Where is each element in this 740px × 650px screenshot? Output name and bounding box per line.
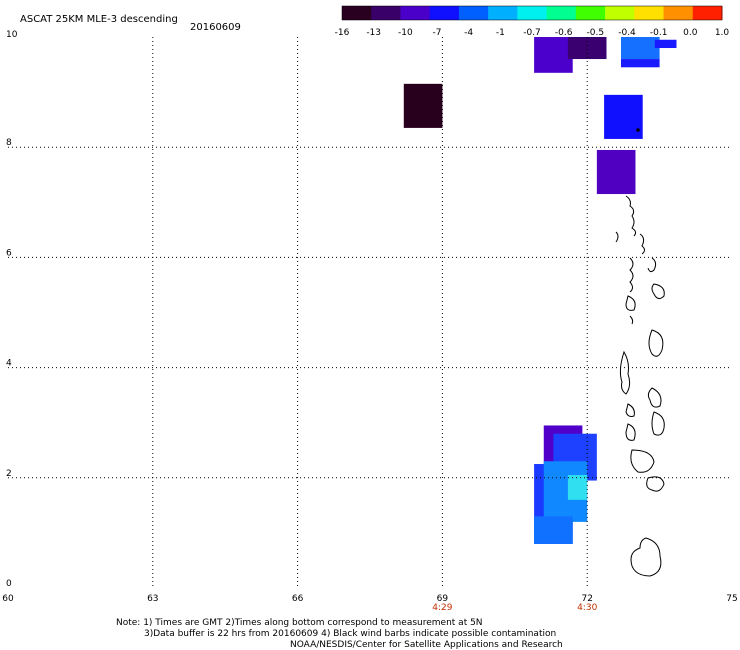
x-tick-label: 69	[437, 594, 449, 604]
x-tick-label: 72	[581, 594, 592, 604]
y-tick-label: 4	[6, 359, 12, 369]
colorbar-segment	[634, 6, 665, 20]
colorbar-segment	[517, 6, 548, 20]
colorbar-segment	[429, 6, 460, 20]
wind-cells	[403, 37, 677, 544]
coastline-segment	[629, 257, 634, 293]
x-tick-label: 60	[2, 594, 14, 604]
coastline-outline	[615, 195, 665, 577]
colorbar-tick-label: -0.4	[618, 28, 636, 38]
y-tick-label: 6	[6, 248, 12, 258]
y-tick-label: 8	[6, 138, 12, 148]
coastline-segment	[651, 283, 665, 300]
coastline-segment	[625, 195, 637, 237]
coastline-segment	[639, 233, 645, 255]
colorbar-tick-label: -0.1	[650, 28, 668, 38]
y-tick-label: 2	[6, 469, 12, 479]
coastline-segment	[625, 295, 636, 311]
colorbar-segment	[458, 6, 489, 20]
y-tick-label: 10	[6, 30, 18, 40]
gridlines	[8, 37, 732, 588]
map-date: 20160609	[190, 22, 241, 33]
map-title: ASCAT 25KM MLE-3 descending	[20, 14, 178, 25]
coastline-segment	[630, 449, 655, 473]
x-tick-labels: 60 63 66 69 72 75	[2, 594, 737, 604]
colorbar-tick-label: -13	[366, 28, 381, 38]
x-tick-label: 63	[147, 594, 158, 604]
colorbar: -16 -13 -10 -7 -4 -1 -0.7 -0.6 -0.5 -0.4 -0.1 0.0 1.…	[335, 5, 730, 38]
coastline-segment	[630, 537, 662, 577]
credit-line: NOAA/NESDIS/Center for Satellite Applica…	[290, 640, 563, 650]
note-line-2: 3)Data buffer is 22 hrs from 20160609 4)…	[144, 629, 556, 639]
coastline-segment	[625, 403, 635, 417]
colorbar-segment	[575, 6, 606, 20]
coastline-segment	[648, 329, 664, 357]
y-tick-labels: 0 2 4 6 8 10	[6, 30, 18, 589]
contamination-dot	[636, 128, 640, 132]
coastline-segment	[615, 231, 619, 243]
note-line-1: Note: 1) Times are GMT 2)Times along bot…	[116, 618, 483, 628]
colorbar-tick-label: -0.5	[587, 28, 605, 38]
coastline-segment	[629, 315, 634, 325]
colorbar-frame	[341, 5, 723, 21]
colorbar-tick-label: -1	[496, 28, 505, 38]
coastline-segment	[647, 257, 657, 273]
colorbar-tick-label: 1.0	[715, 28, 730, 38]
colorbar-segment	[692, 6, 723, 20]
colorbar-segment	[546, 6, 577, 20]
colorbar-segment	[342, 6, 372, 20]
y-tick-label: 0	[6, 579, 12, 589]
colorbar-tick-label: -10	[398, 28, 413, 38]
x-tick-label: 66	[292, 594, 304, 604]
colorbar-segment	[488, 6, 518, 20]
wind-cell	[596, 149, 636, 195]
colorbar-segment	[605, 6, 635, 20]
wind-cell	[403, 83, 443, 128]
colorbar-tick-label: -0.6	[555, 28, 573, 38]
colorbar-segment	[400, 6, 431, 20]
colorbar-segment	[663, 6, 694, 20]
colorbar-tick-label: -0.7	[523, 28, 541, 38]
coastline-segment	[646, 476, 665, 492]
wind-cell	[620, 59, 660, 68]
coastline-segment	[619, 350, 631, 395]
wind-cell	[654, 39, 677, 49]
x-tick-label: 75	[726, 594, 737, 604]
wind-cell	[534, 37, 573, 73]
coastline-segment	[651, 411, 665, 436]
time-label: 4:30	[577, 603, 597, 613]
wind-cell	[567, 475, 588, 500]
colorbar-tick-label: -16	[335, 28, 350, 38]
colorbar-tick-label: 0.0	[683, 28, 698, 38]
coastline-segment	[625, 423, 636, 441]
colorbar-segment	[371, 6, 401, 20]
wind-cell	[620, 37, 660, 60]
time-label: 4:29	[432, 603, 452, 613]
coastline-segment	[647, 387, 662, 408]
wind-cell	[534, 516, 573, 544]
wind-cell	[604, 94, 643, 139]
colorbar-tick-label: -7	[433, 28, 442, 38]
time-labels: 4:29 4:30	[432, 603, 597, 613]
colorbar-tick-label: -4	[464, 28, 473, 38]
wind-cell	[567, 37, 607, 60]
